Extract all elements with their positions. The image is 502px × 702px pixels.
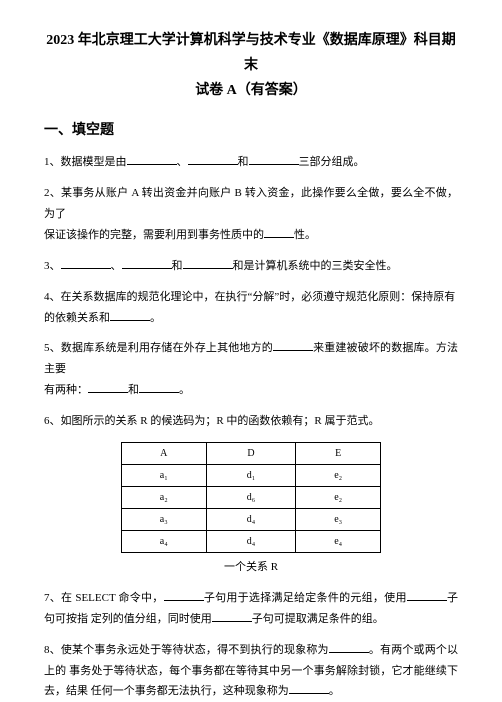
q7-d: 定列的值分组，同时使用 <box>91 613 212 625</box>
q2-line2a: 保证该操作的完整，需要利用到事务性质中的 <box>44 229 264 241</box>
q3-mid2: 和 <box>172 260 183 272</box>
blank <box>289 684 329 695</box>
question-6: 6、如图所示的关系 R 的候选码为；R 中的函数依赖有；R 属于范式。 <box>44 411 458 432</box>
blank <box>264 227 294 238</box>
question-2: 2、某事务从账户 A 转出资金并向账户 B 转入资金，此操作要么全做，要么全不做… <box>44 183 458 246</box>
blank <box>110 310 150 321</box>
question-4: 4、在关系数据库的规范化理论中，在执行“分解”时，必须遵守规范化原则：保持原有 … <box>44 287 458 329</box>
blank <box>61 258 111 269</box>
q4-line2b: 。 <box>150 312 161 324</box>
q3-mid1: 、 <box>111 260 122 272</box>
table-row: a₄ d₄ e₄ <box>122 530 381 552</box>
table-header-row: A D E <box>122 442 381 464</box>
blank <box>139 382 179 393</box>
section-heading-1: 一、填空题 <box>44 118 458 145</box>
relation-table-R: A D E a₁ d₁ e₂ a₂ d₆ e₂ a₃ d₄ e₃ a₄ d₄ e… <box>121 442 381 553</box>
blank <box>407 590 447 601</box>
blank <box>164 590 204 601</box>
q2-line1: 2、某事务从账户 A 转出资金并向账户 B 转入资金，此操作要么全做，要么全不做… <box>44 183 458 225</box>
q7-e: 子句可提取满足条件的组。 <box>252 613 384 625</box>
table-cell: a₄ <box>122 530 207 552</box>
q1-mid1: 、 <box>177 156 188 168</box>
table-cell: e₂ <box>296 486 381 508</box>
table-cell: d₄ <box>206 530 296 552</box>
q2-line2b: 性。 <box>294 229 316 241</box>
table-header-cell: D <box>206 442 296 464</box>
q3-suffix: 和是计算机系统中的三类安全性。 <box>233 260 398 272</box>
q5-line2b: 和 <box>128 384 139 396</box>
table-cell: d₁ <box>206 464 296 486</box>
blank <box>127 154 177 165</box>
title-line-2: 试卷 A（有答案） <box>44 78 458 103</box>
question-1: 1、数据模型是由 、 和 三部分组成。 <box>44 152 458 173</box>
q4-line2a: 的依赖关系和 <box>44 312 110 324</box>
q5-line2a: 有两种： <box>44 384 88 396</box>
q5-line2c: 。 <box>179 384 190 396</box>
table-header-cell: E <box>296 442 381 464</box>
q6-text: 6、如图所示的关系 R 的候选码为；R 中的函数依赖有；R 属于范式。 <box>44 415 380 427</box>
q5-line1a: 5、数据库系统是利用存储在外存上其他地方的 <box>44 342 273 354</box>
q1-mid2: 和 <box>238 156 249 168</box>
q8-e: 。 <box>329 685 340 697</box>
q7-b: 子句用于选择满足给定条件的元组，使用 <box>204 592 407 604</box>
blank <box>249 154 299 165</box>
q8-a: 8、使某个事务永远处于等待状态，得不到执行的现象称为 <box>44 644 329 656</box>
blank <box>273 341 313 352</box>
blank <box>88 382 128 393</box>
title-line-1: 2023 年北京理工大学计算机科学与技术专业《数据库原理》科目期末 <box>44 28 458 78</box>
table-cell: e₃ <box>296 508 381 530</box>
table-cell: a₁ <box>122 464 207 486</box>
table-cell: a₂ <box>122 486 207 508</box>
table-row: a₁ d₁ e₂ <box>122 464 381 486</box>
table-cell: a₃ <box>122 508 207 530</box>
exam-page: 2023 年北京理工大学计算机科学与技术专业《数据库原理》科目期末 试卷 A（有… <box>0 0 502 649</box>
question-7: 7、在 SELECT 命令中，子句用于选择满足给定条件的元组，使用子句可按指 定… <box>44 588 458 630</box>
q7-a: 7、在 SELECT 命令中， <box>44 592 164 604</box>
blank <box>188 154 238 165</box>
table-cell: d₆ <box>206 486 296 508</box>
table-caption: 一个关系 R <box>44 557 458 578</box>
table-cell: e₂ <box>296 464 381 486</box>
q4-line1: 4、在关系数据库的规范化理论中，在执行“分解”时，必须遵守规范化原则：保持原有 <box>44 287 458 308</box>
q1-suffix: 三部分组成。 <box>299 156 365 168</box>
q3-prefix: 3、 <box>44 260 61 272</box>
question-3: 3、 、 和 和是计算机系统中的三类安全性。 <box>44 256 458 277</box>
table-cell: d₄ <box>206 508 296 530</box>
blank <box>122 258 172 269</box>
blank <box>183 258 233 269</box>
blank <box>329 642 369 653</box>
blank <box>212 611 252 622</box>
q1-prefix: 1、数据模型是由 <box>44 156 127 168</box>
table-row: a₂ d₆ e₂ <box>122 486 381 508</box>
q8-d: 任何一个事务都无法执行，这种现象称为 <box>91 685 289 697</box>
question-5: 5、数据库系统是利用存储在外存上其他地方的来重建被破坏的数据库。方法主要 有两种… <box>44 338 458 401</box>
table-cell: e₄ <box>296 530 381 552</box>
table-row: a₃ d₄ e₃ <box>122 508 381 530</box>
page-title: 2023 年北京理工大学计算机科学与技术专业《数据库原理》科目期末 试卷 A（有… <box>44 28 458 104</box>
table-header-cell: A <box>122 442 207 464</box>
